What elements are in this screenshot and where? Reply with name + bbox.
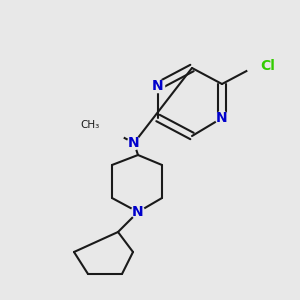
Text: N: N: [128, 136, 140, 150]
Circle shape: [215, 111, 229, 124]
Text: N: N: [216, 111, 228, 125]
Circle shape: [106, 124, 124, 142]
Text: N: N: [152, 79, 164, 93]
Text: N: N: [132, 205, 144, 219]
Circle shape: [91, 121, 109, 139]
Circle shape: [131, 206, 145, 219]
Circle shape: [128, 136, 141, 150]
Text: CH₃: CH₃: [81, 120, 100, 130]
Circle shape: [247, 57, 265, 75]
Text: Cl: Cl: [260, 59, 275, 73]
Circle shape: [152, 80, 165, 93]
